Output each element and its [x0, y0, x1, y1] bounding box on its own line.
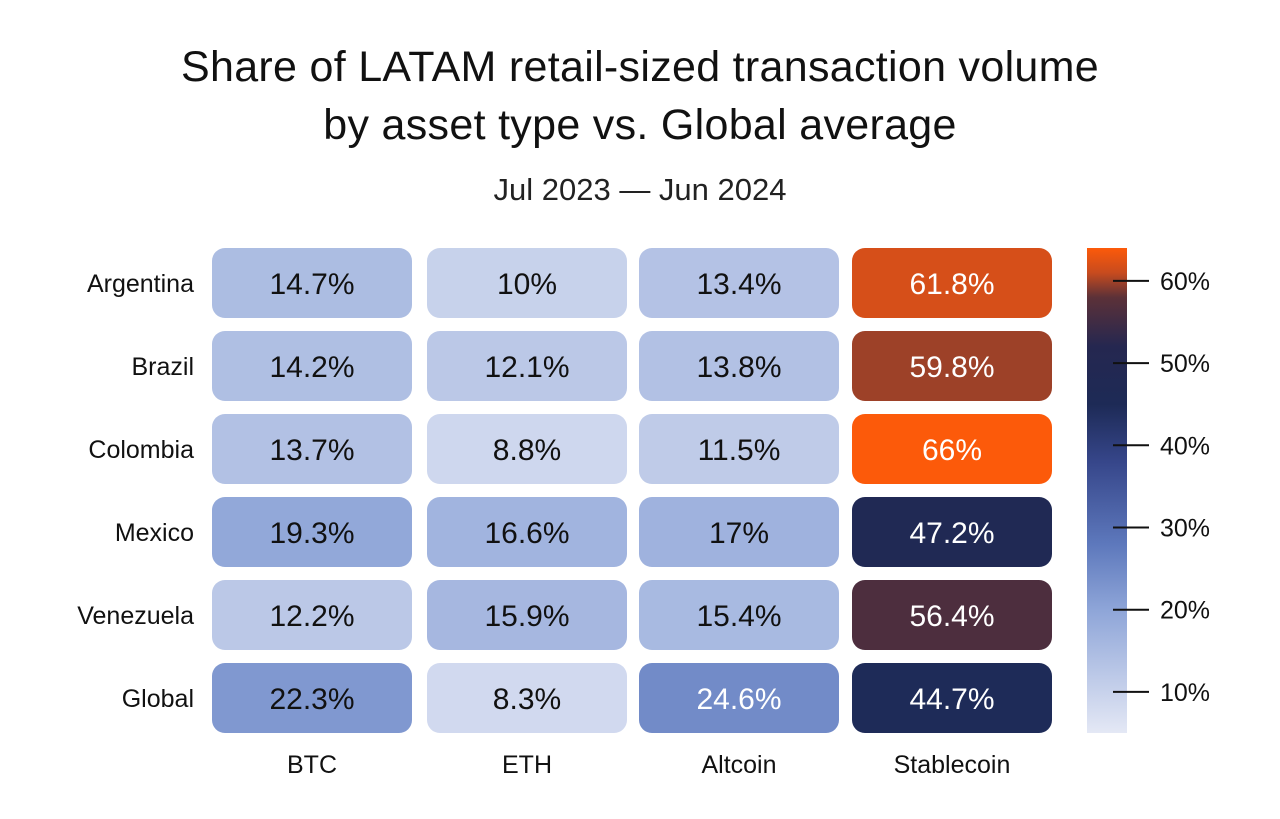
- cell-value-label: 10%: [497, 268, 557, 301]
- heatmap-cell: [852, 331, 1052, 401]
- heatmap-cell: [212, 580, 412, 650]
- cell-value-label: 13.8%: [696, 351, 781, 384]
- cell-value-label: 59.8%: [909, 351, 994, 384]
- heatmap-cell: [639, 663, 839, 733]
- cell-value-label: 14.2%: [269, 351, 354, 384]
- heatmap-cell: [639, 497, 839, 567]
- cell-value-label: 15.9%: [484, 600, 569, 633]
- heatmap-cell: [852, 663, 1052, 733]
- heatmap-cell: [427, 663, 627, 733]
- row-label-mexico: Mexico: [115, 519, 194, 547]
- column-label-btc: BTC: [287, 751, 337, 779]
- heatmap-cell: [427, 414, 627, 484]
- cell-value-label: 8.8%: [493, 434, 561, 467]
- chart-title-line-2: by asset type vs. Global average: [323, 101, 957, 149]
- colorbar-tick-label: 50%: [1160, 350, 1210, 378]
- cell-value-label: 16.6%: [484, 517, 569, 550]
- colorbar-tick-label: 20%: [1160, 597, 1210, 625]
- heatmap-cell: [639, 331, 839, 401]
- cell-value-label: 24.6%: [696, 683, 781, 716]
- row-label-colombia: Colombia: [88, 436, 194, 464]
- row-label-venezuela: Venezuela: [77, 602, 194, 630]
- heatmap-cell: [427, 497, 627, 567]
- heatmap-cell: [852, 414, 1052, 484]
- column-label-altcoin: Altcoin: [701, 751, 776, 779]
- cell-value-label: 56.4%: [909, 600, 994, 633]
- cell-value-label: 61.8%: [909, 268, 994, 301]
- heatmap-cell: [427, 248, 627, 318]
- cell-value-label: 11.5%: [698, 434, 781, 467]
- colorbar-tick-label: 30%: [1160, 514, 1210, 542]
- cell-value-label: 15.4%: [696, 600, 781, 633]
- chart-title-line-1: Share of LATAM retail-sized transaction …: [181, 43, 1099, 91]
- heatmap-cell: [427, 580, 627, 650]
- colorbar: [1087, 248, 1127, 733]
- cell-value-label: 44.7%: [909, 683, 994, 716]
- row-label-argentina: Argentina: [87, 270, 194, 298]
- cell-value-label: 12.1%: [484, 351, 569, 384]
- cell-value-label: 22.3%: [269, 683, 354, 716]
- chart-subtitle: Jul 2023 — Jun 2024: [493, 172, 787, 207]
- cell-value-label: 13.7%: [269, 434, 354, 467]
- chart-title: Share of LATAM retail-sized transaction …: [0, 38, 1280, 154]
- column-label-eth: ETH: [502, 751, 552, 779]
- cell-value-label: 19.3%: [269, 517, 354, 550]
- heatmap-cell: [212, 497, 412, 567]
- cell-value-label: 66%: [922, 434, 982, 467]
- colorbar-tick-label: 60%: [1160, 268, 1210, 296]
- heatmap-cell: [427, 331, 627, 401]
- heatmap-cell: [212, 414, 412, 484]
- cell-value-label: 13.4%: [696, 268, 781, 301]
- colorbar-tick-label: 10%: [1160, 679, 1210, 707]
- cell-value-label: 8.3%: [493, 683, 561, 716]
- heatmap-cell: [639, 248, 839, 318]
- colorbar-tick-label: 40%: [1160, 432, 1210, 460]
- cell-value-label: 12.2%: [269, 600, 354, 633]
- cell-value-label: 47.2%: [909, 517, 994, 550]
- heatmap-cell: [852, 580, 1052, 650]
- row-label-global: Global: [122, 685, 194, 713]
- row-label-brazil: Brazil: [131, 353, 194, 381]
- heatmap-cell: [852, 248, 1052, 318]
- column-label-stablecoin: Stablecoin: [894, 751, 1011, 779]
- cell-value-label: 17%: [709, 517, 769, 550]
- heatmap-cell: [852, 497, 1052, 567]
- heatmap-cell: [212, 248, 412, 318]
- cell-value-label: 14.7%: [269, 268, 354, 301]
- heatmap-cell: [639, 414, 839, 484]
- heatmap-cell: [212, 663, 412, 733]
- heatmap-cell: [212, 331, 412, 401]
- heatmap-cell: [639, 580, 839, 650]
